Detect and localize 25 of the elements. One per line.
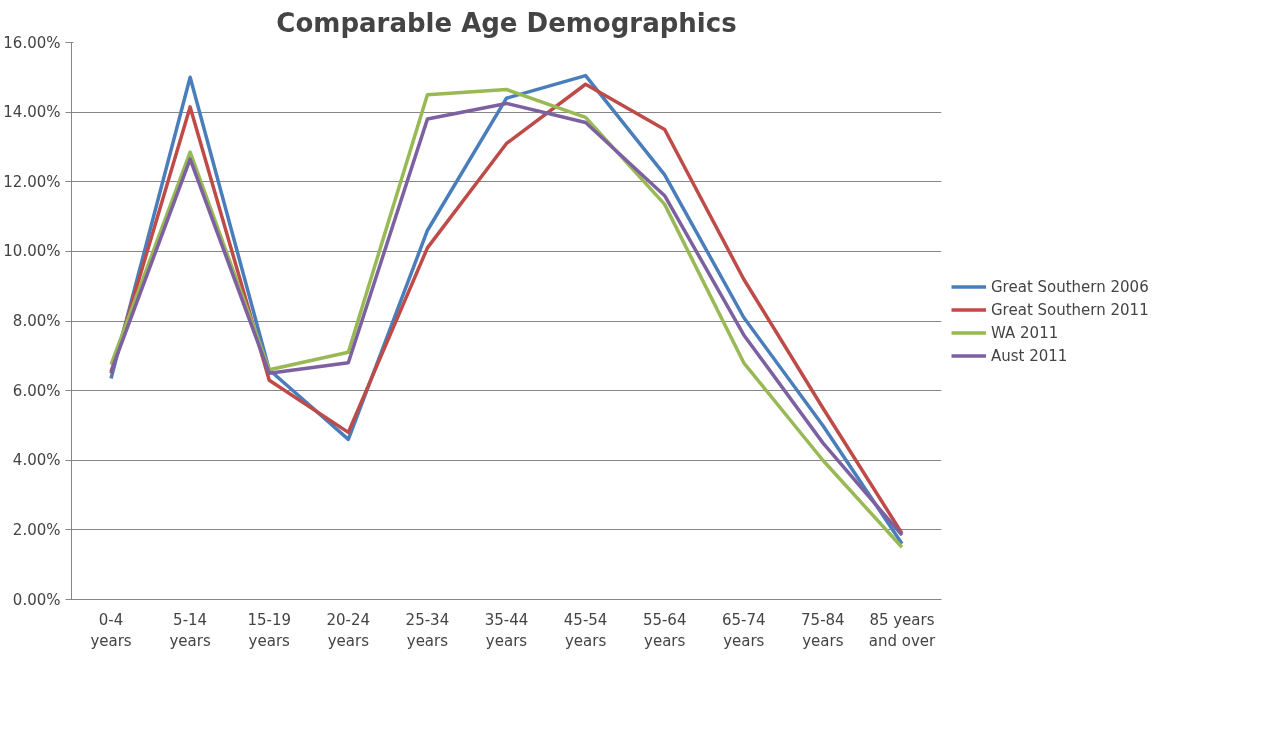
legend-label: WA 2011 — [991, 323, 1059, 341]
x-tick-label: 15-19 years — [247, 610, 292, 651]
y-tick-label: 6.00% — [12, 381, 61, 400]
legend-label: Great Southern 2006 — [991, 277, 1149, 295]
y-tick-label: 0.00% — [12, 590, 61, 609]
x-tick-label: 45-54 years — [563, 610, 608, 651]
legend-label: Great Southern 2011 — [991, 300, 1149, 318]
x-tick-label: 20-24 years — [326, 610, 371, 651]
y-tick-label: 8.00% — [12, 312, 61, 330]
x-tick-label: 85 years and over — [868, 610, 937, 651]
y-tick-label: 2.00% — [12, 520, 61, 539]
y-tick-label: 16.00% — [3, 33, 61, 52]
chart-title: Comparable Age Demographics — [276, 7, 737, 38]
y-tick-label: 14.00% — [3, 103, 61, 122]
x-tick-label: 35-44 years — [484, 610, 529, 651]
y-tick-label: 4.00% — [12, 451, 61, 470]
x-tick-label: 5-14 years — [169, 610, 211, 651]
y-tick-label: 10.00% — [3, 242, 61, 261]
y-tick-label: 12.00% — [3, 172, 61, 191]
x-tick-label: 65-74 years — [721, 610, 766, 651]
x-tick-label: 75-84 years — [801, 610, 845, 651]
x-tick-label: 55-64 years — [642, 610, 687, 651]
x-tick-label: 25-34 years — [405, 610, 450, 651]
legend-label: Aust 2011 — [991, 346, 1068, 364]
x-tick-label: 0-4 years — [90, 610, 132, 651]
